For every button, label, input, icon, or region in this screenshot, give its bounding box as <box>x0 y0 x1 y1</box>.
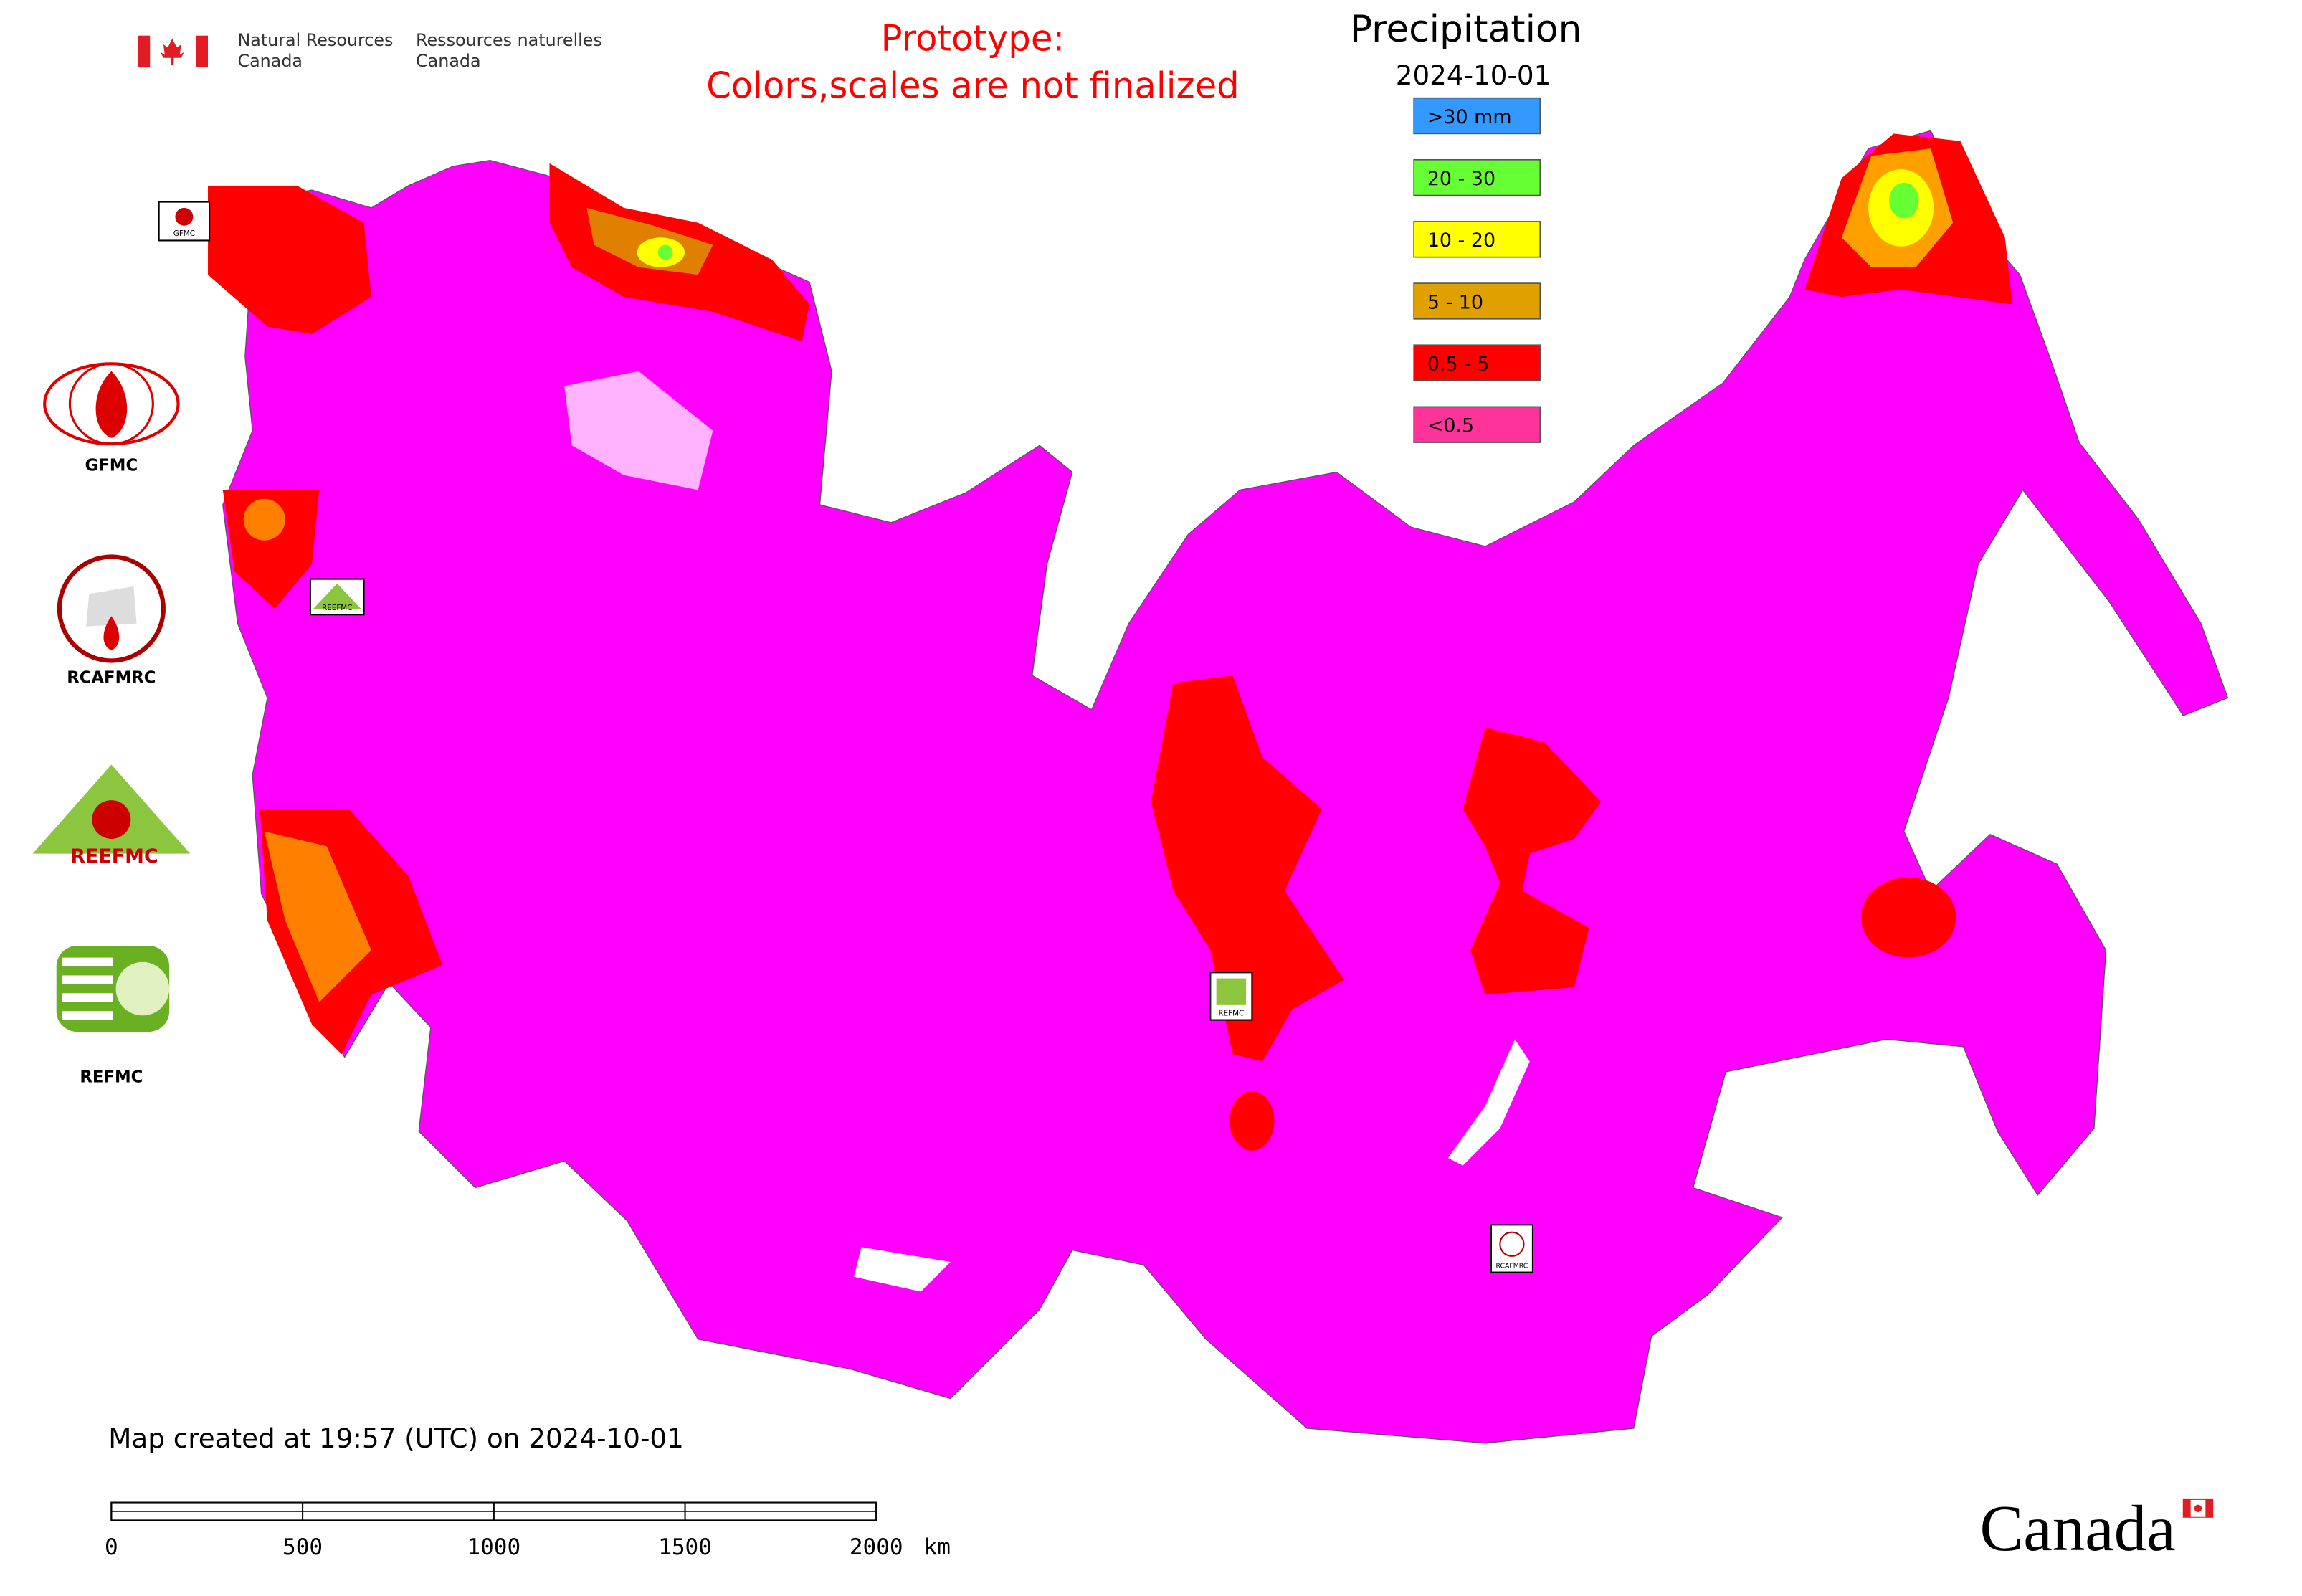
badge: REFMC <box>1209 972 1253 1021</box>
logo-reefmc: REEFMC <box>32 764 191 868</box>
logo-rcafmrc: RCAFMRC <box>57 554 166 688</box>
area-5-to-10 <box>264 831 371 1002</box>
canada-wordmark: Canada <box>1979 1492 2214 1564</box>
area-5-to-10 <box>243 498 285 541</box>
nrcan-signature: Natural Resources Canada Ressources natu… <box>138 30 602 71</box>
logo-label: REEFMC <box>70 845 158 868</box>
nrcan-en: Canada <box>237 51 303 71</box>
legend-swatch <box>1413 406 1541 443</box>
badge: REEFMC <box>309 578 365 616</box>
area-0-5-to-5 <box>1230 1091 1275 1151</box>
area-0-5-to-5 <box>208 185 371 334</box>
legend: >30 mm 20 - 30 10 - 20 5 - 10 0.5 - 5 <0.5 <box>1413 97 1541 443</box>
map-title: Precipitation <box>1350 8 1582 51</box>
lakes <box>564 371 713 490</box>
badge-label: GFMC <box>173 229 195 238</box>
legend-swatch <box>1413 97 1541 135</box>
legend-swatch <box>1413 158 1541 196</box>
area-0-5-to-5 <box>1462 727 1602 995</box>
legend-swatch <box>1413 221 1541 258</box>
badge-label: RCAFMRC <box>1496 1262 1528 1270</box>
legend-label: 0.5 - 5 <box>1427 353 1490 375</box>
legend-swatch <box>1413 282 1541 320</box>
scale-tick-label: 0 <box>105 1534 118 1560</box>
badge: RCAFMRC <box>1490 1224 1533 1273</box>
prototype-notice: Prototype: <box>881 17 1065 59</box>
flag-bar <box>196 35 209 67</box>
flag-bar <box>138 35 151 67</box>
legend-label: >30 mm <box>1427 106 1512 128</box>
nrcan-en: Natural Resources <box>237 30 393 50</box>
area-0-5-to-5 <box>1860 877 1956 958</box>
wordmark: Canada <box>1979 1492 2175 1564</box>
lake <box>1447 1039 1530 1166</box>
precipitation-map: GFMC REEFMC REFMC RCAFMRC <box>158 130 2229 1444</box>
nrcan-fr: Ressources naturelles <box>416 30 602 50</box>
legend-swatch <box>1413 344 1541 381</box>
scale-tick-label: 1500 <box>658 1534 712 1560</box>
legend-label: 20 - 30 <box>1427 168 1495 190</box>
scale-unit: km <box>924 1534 951 1560</box>
scale-bar: 0 500 1000 1500 2000 km <box>105 1501 951 1560</box>
badge-label: REFMC <box>1218 1009 1244 1017</box>
area-20-to-30 <box>1889 182 1919 219</box>
scale-tick-label: 500 <box>282 1534 323 1560</box>
area-0-5-to-5 <box>1151 675 1344 1062</box>
logo-gfmc: GFMC <box>43 362 180 475</box>
legend-label: 5 - 10 <box>1427 291 1483 313</box>
logo-label: GFMC <box>85 456 138 475</box>
scale-tick-label: 1000 <box>467 1534 520 1560</box>
map-date: 2024-10-01 <box>1396 60 1551 91</box>
creation-note: Map created at 19:57 (UTC) on 2024-10-01 <box>108 1422 684 1454</box>
maple-leaf <box>160 38 184 66</box>
badge-label: REEFMC <box>322 604 352 612</box>
logo-label: REFMC <box>80 1068 143 1087</box>
logo-label: RCAFMRC <box>67 669 156 688</box>
legend-label: 10 - 20 <box>1427 229 1495 252</box>
scale-tick-label: 2000 <box>850 1534 903 1560</box>
lake <box>854 1247 951 1292</box>
prototype-notice: Colors,scales are not finalized <box>706 65 1240 107</box>
area-20-to-30 <box>657 244 673 260</box>
logo-refmc: REFMC <box>56 946 170 1087</box>
badge: GFMC <box>158 201 211 242</box>
nrcan-fr: Canada <box>416 51 481 71</box>
legend-label: <0.5 <box>1427 415 1474 437</box>
